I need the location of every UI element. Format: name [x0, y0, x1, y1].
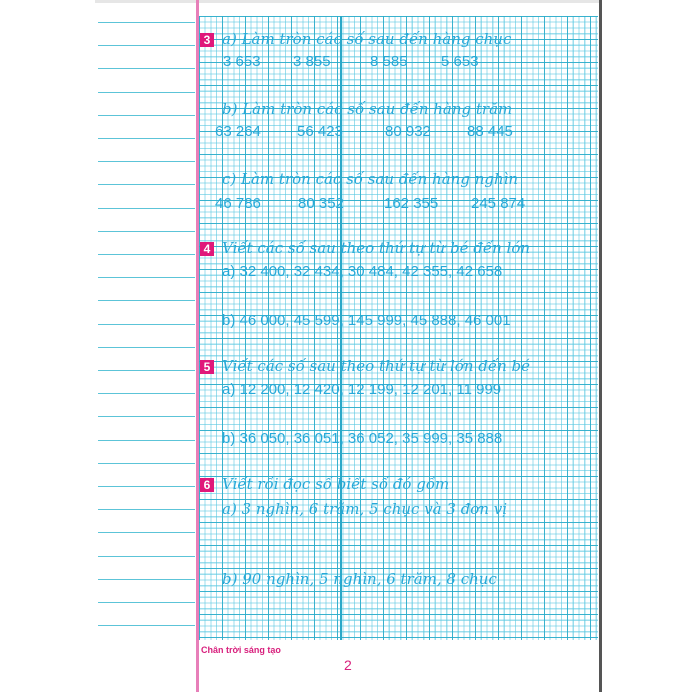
ruled-line	[98, 486, 195, 487]
number-value: 245 874	[471, 195, 526, 212]
number-value: 88 445	[467, 123, 513, 140]
number-value: 46 786	[215, 195, 261, 212]
squared-grid	[199, 16, 598, 640]
exercise-number: 5	[200, 360, 214, 374]
exercise-number: 6	[200, 478, 214, 492]
exercise-prompt: c) Làm tròn các số sau đến hàng nghìn	[222, 170, 519, 188]
ruled-line	[98, 370, 195, 371]
ruled-line	[98, 346, 195, 348]
ruled-line	[98, 184, 195, 186]
ruled-line	[98, 68, 195, 70]
exercise-number: 4	[200, 242, 214, 256]
exercise-part: a) 3 nghìn, 6 trăm, 5 chục và 3 đơn vị	[222, 500, 508, 518]
exercise-title: Viết các số sau theo thứ tự từ bé đến lớ…	[222, 239, 531, 257]
page-top-border	[95, 0, 600, 3]
exercise-part: b) 46 000, 45 599, 145 999, 45 888, 46 0…	[222, 312, 511, 329]
ruled-line	[98, 555, 195, 557]
number-value: 162 355	[384, 195, 439, 212]
ruled-line	[98, 207, 195, 209]
page-edge	[599, 0, 602, 692]
exercise-part: a) 32 400, 32 434, 30 484, 42 355, 42 65…	[222, 263, 503, 280]
margin-line	[196, 0, 199, 692]
number-value: 3 855	[293, 53, 331, 70]
exercise-title: Viết các số sau theo thứ tự từ lớn đến b…	[222, 357, 531, 375]
ruled-line	[98, 509, 195, 511]
ruled-line	[98, 300, 195, 302]
number-value: 80 352	[298, 195, 344, 212]
ruled-line	[98, 323, 195, 325]
exercise-prompt: b) Làm tròn các số sau đến hàng trăm	[222, 100, 513, 118]
ruled-line	[98, 138, 195, 139]
ruled-line	[98, 578, 195, 580]
ruled-line	[98, 161, 195, 163]
exercise-number: 3	[200, 33, 214, 47]
exercise-part: b) 90 nghìn, 5 nghìn, 6 trăm, 8 chục	[222, 570, 497, 588]
publisher-brand: Chân trời sáng tạo	[201, 645, 281, 655]
ruled-line	[98, 91, 195, 93]
exercise-part: a) 12 200, 12 420, 12 199, 12 201, 11 99…	[222, 381, 502, 398]
number-value: 56 423	[297, 123, 343, 140]
ruled-line	[98, 462, 195, 464]
number-value: 3 653	[223, 53, 261, 70]
ruled-line	[98, 416, 195, 418]
ruled-line	[98, 254, 195, 255]
ruled-line	[98, 625, 195, 627]
ruled-line	[98, 532, 195, 534]
number-value: 80 932	[385, 123, 431, 140]
exercise-prompt: a) Làm tròn các số sau đến hàng chục	[222, 30, 512, 48]
ruled-line	[98, 230, 195, 232]
ruled-line	[98, 602, 195, 603]
number-value: 5 653	[441, 53, 479, 70]
ruled-line	[98, 393, 195, 395]
grid-center-line	[340, 16, 342, 640]
number-value: 63 264	[215, 123, 261, 140]
ruled-line	[98, 114, 195, 116]
ruled-line	[98, 439, 195, 441]
exercise-part: b) 36 050, 36 051, 36 052, 35 999, 35 88…	[222, 430, 503, 447]
page-number: 2	[344, 657, 352, 673]
ruled-line	[98, 277, 195, 279]
number-value: 8 585	[370, 53, 408, 70]
ruled-line	[98, 22, 195, 23]
ruled-line	[98, 45, 195, 47]
exercise-title: Viết rồi đọc số biết số đó gồm	[222, 475, 450, 493]
